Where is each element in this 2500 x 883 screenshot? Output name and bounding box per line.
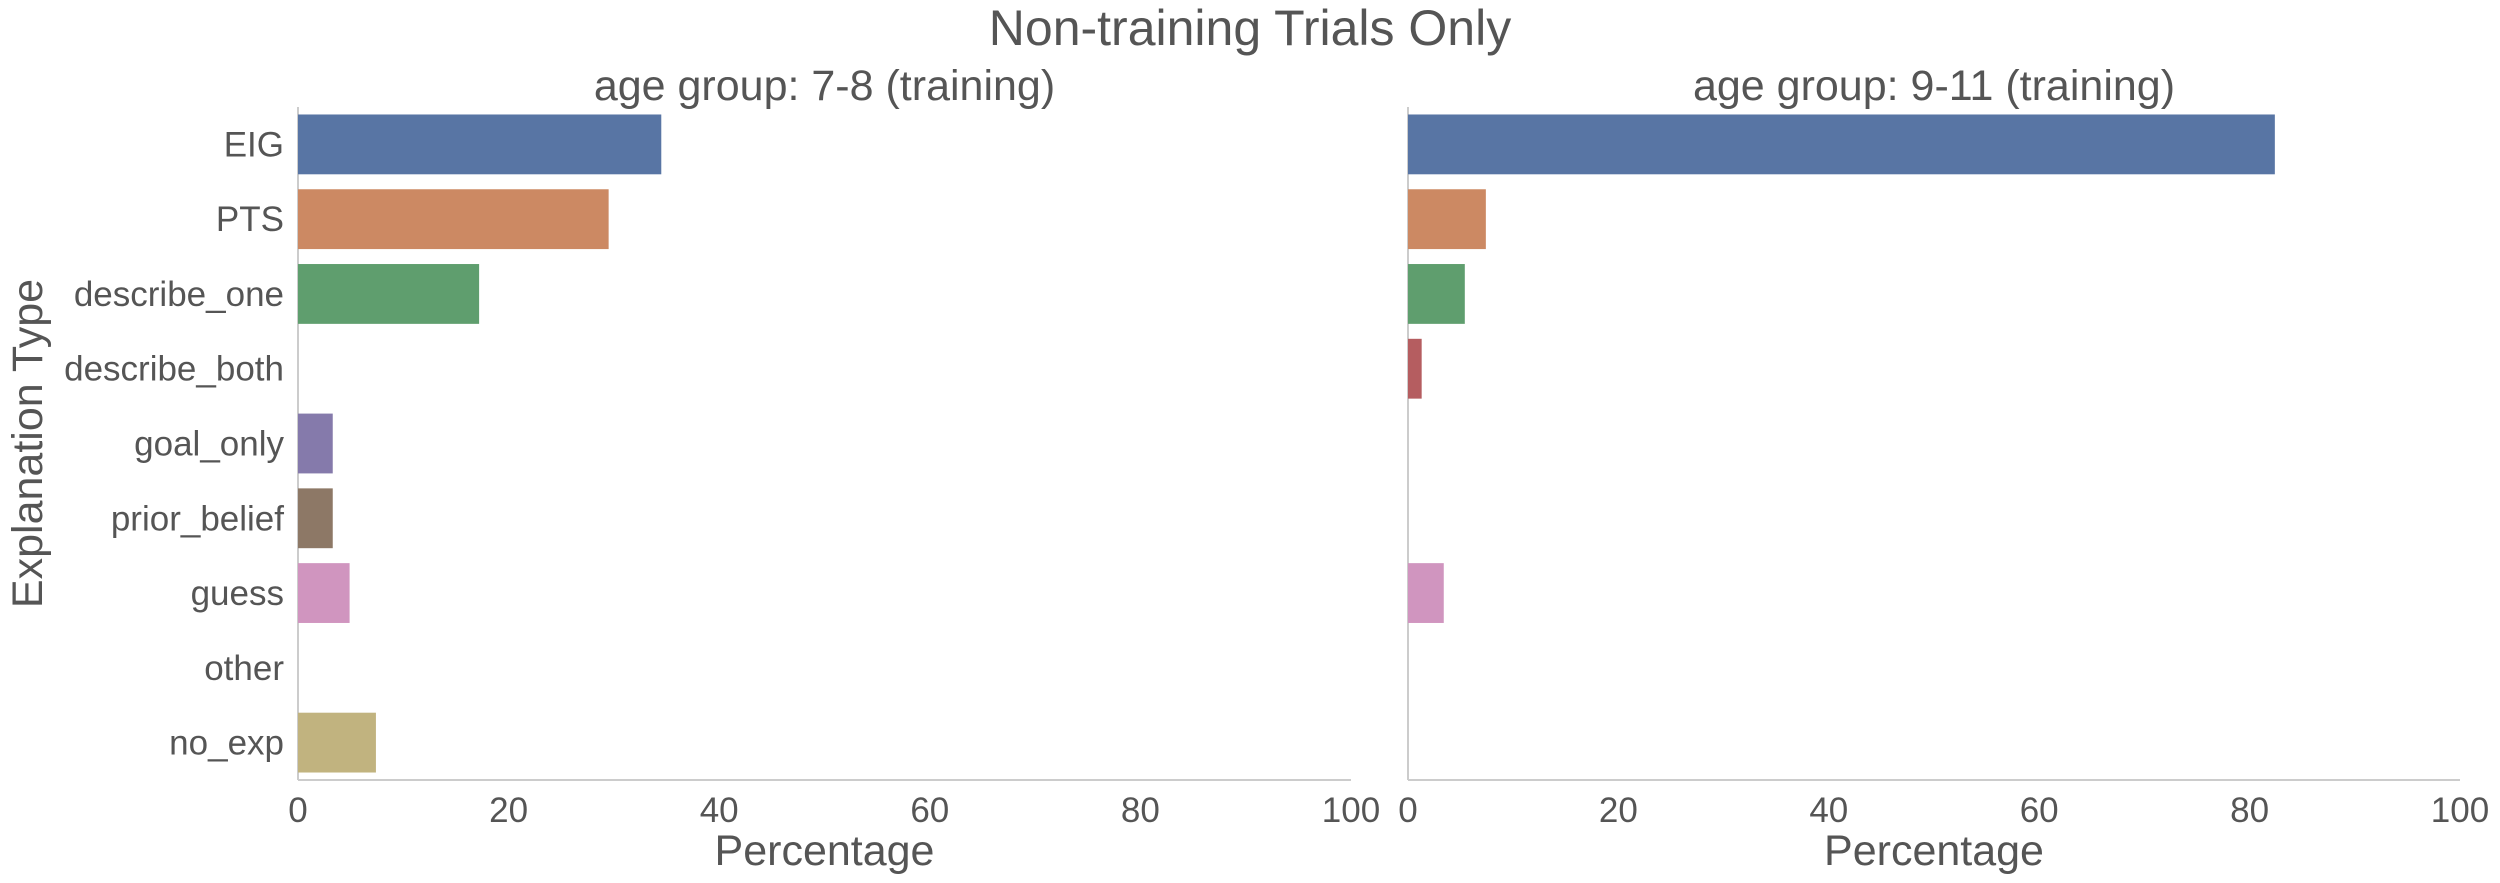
x-axis-label: Percentage: [1824, 827, 2044, 875]
chart-panel-1: age group: 7-8 (training) EIG PTS describe_…: [4, 62, 1380, 875]
bar-EIG: [298, 114, 662, 175]
chart-panel-2: age group: 9-11 (training) 0 20 40 60 80 100 Pe…: [1398, 62, 2489, 875]
x-tick-label: 40: [700, 791, 739, 830]
y-axis-label: Explanation Type: [4, 279, 52, 608]
x-tick-label: 60: [2020, 791, 2059, 830]
x-tick-label: 0: [288, 791, 307, 830]
bar-describe-one: [1408, 264, 1465, 324]
bar-goal-only: [298, 413, 333, 474]
y-tick-label: goal_only: [134, 425, 284, 464]
panel-title: age group: 7-8 (training): [594, 62, 1055, 110]
x-tick-label: 40: [1809, 791, 1848, 830]
bar-describe-one: [298, 264, 480, 324]
panel-title: age group: 9-11 (training): [1693, 62, 2175, 110]
bar-EIG: [1408, 114, 2275, 175]
y-tick-label: PTS: [216, 200, 284, 239]
bar-PTS: [1408, 189, 1486, 250]
y-tick-label: describe_both: [64, 350, 284, 389]
y-tick-label: describe_one: [74, 275, 284, 314]
x-tick-label: 80: [1121, 791, 1160, 830]
bar-guess: [1408, 563, 1444, 623]
y-tick-label: other: [204, 649, 284, 688]
x-tick-label: 20: [1599, 791, 1638, 830]
bar-no-exp: [298, 712, 376, 773]
x-tick-label: 80: [2230, 791, 2269, 830]
x-axis-label: Percentage: [715, 827, 935, 875]
figure-title: Non-training Trials Only: [989, 0, 1511, 56]
x-tick-label: 0: [1398, 791, 1417, 830]
bar-describe-both: [1408, 338, 1422, 399]
y-tick-label: prior_belief: [111, 499, 284, 538]
chart-panels: age group: 7-8 (training) EIG PTS describe_…: [4, 62, 2489, 875]
x-tick-label: 20: [489, 791, 528, 830]
bar-PTS: [298, 189, 609, 250]
bar-guess: [298, 563, 350, 623]
x-tick-label: 60: [910, 791, 949, 830]
x-tick-label: 100: [1322, 791, 1380, 830]
x-tick-label: 100: [2431, 791, 2489, 830]
bar-prior-belief: [298, 488, 333, 549]
y-tick-label: EIG: [224, 125, 284, 164]
y-tick-label: no_exp: [169, 724, 284, 763]
y-tick-label: guess: [191, 574, 284, 613]
